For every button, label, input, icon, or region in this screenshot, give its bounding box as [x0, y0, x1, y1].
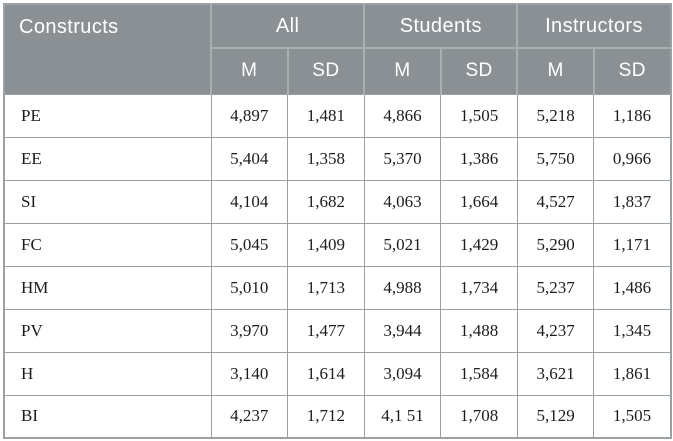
value-cell: 4,1 51	[363, 394, 442, 439]
table-row: EE 5,404 1,358 5,370 1,386 5,750 0,966	[3, 136, 672, 181]
value-cell: 5,237	[516, 265, 595, 310]
value-cell: 5,370	[363, 136, 442, 181]
value-cell: 1,477	[287, 308, 365, 353]
header-group-row: Constructs All Students Instructors	[4, 4, 671, 94]
construct-label: PE	[3, 93, 212, 138]
value-cell: 4,063	[363, 179, 442, 224]
value-cell: 1,505	[440, 93, 518, 138]
construct-label: EE	[3, 136, 212, 181]
table-row: FC 5,045 1,409 5,021 1,429 5,290 1,171	[3, 222, 672, 267]
value-cell: 5,218	[516, 93, 595, 138]
table-header: Constructs All Students Instructors M SD…	[4, 4, 671, 94]
value-cell: 1,682	[287, 179, 365, 224]
header-all-sd: SD	[287, 48, 366, 94]
header-students-m: M	[364, 48, 442, 94]
value-cell: 1,488	[440, 308, 518, 353]
construct-label: HM	[3, 265, 212, 310]
value-cell: 3,970	[210, 308, 289, 353]
header-students-sd: SD	[440, 48, 519, 94]
value-cell: 1,171	[593, 222, 672, 267]
value-cell: 4,237	[516, 308, 595, 353]
value-cell: 1,486	[593, 265, 672, 310]
value-cell: 1,713	[287, 265, 365, 310]
value-cell: 1,186	[593, 93, 672, 138]
value-cell: 4,988	[363, 265, 442, 310]
value-cell: 5,045	[210, 222, 289, 267]
value-cell: 3,621	[516, 351, 595, 396]
value-cell: 5,404	[210, 136, 289, 181]
value-cell: 4,527	[516, 179, 595, 224]
value-cell: 1,429	[440, 222, 518, 267]
value-cell: 1,386	[440, 136, 518, 181]
table-row: PV 3,970 1,477 3,944 1,488 4,237 1,345	[3, 308, 672, 353]
table-row: HM 5,010 1,713 4,988 1,734 5,237 1,486	[3, 265, 672, 310]
value-cell: 1,584	[440, 351, 518, 396]
table-row: PE 4,897 1,481 4,866 1,505 5,218 1,186	[3, 93, 672, 138]
value-cell: 4,866	[363, 93, 442, 138]
construct-label: FC	[3, 222, 212, 267]
value-cell: 1,614	[287, 351, 365, 396]
value-cell: 1,409	[287, 222, 365, 267]
value-cell: 5,021	[363, 222, 442, 267]
descriptive-statistics-table: Constructs All Students Instructors M SD…	[3, 3, 672, 439]
header-all-m: M	[211, 48, 289, 94]
value-cell: 5,290	[516, 222, 595, 267]
header-instructors-m: M	[517, 48, 595, 94]
header-constructs: Constructs	[4, 4, 212, 94]
value-cell: 1,708	[440, 394, 518, 439]
value-cell: 4,104	[210, 179, 289, 224]
table-body: PE 4,897 1,481 4,866 1,505 5,218 1,186 E…	[3, 93, 672, 439]
table-row: H 3,140 1,614 3,094 1,584 3,621 1,861	[3, 351, 672, 396]
value-cell: 5,010	[210, 265, 289, 310]
header-constructs-label: Constructs	[19, 15, 119, 38]
value-cell: 1,481	[287, 93, 365, 138]
construct-label: H	[3, 351, 212, 396]
table-row: SI 4,104 1,682 4,063 1,664 4,527 1,837	[3, 179, 672, 224]
value-cell: 3,140	[210, 351, 289, 396]
header-group-all: All	[211, 4, 366, 49]
value-cell: 1,837	[593, 179, 672, 224]
construct-label: SI	[3, 179, 212, 224]
value-cell: 1,734	[440, 265, 518, 310]
value-cell: 1,861	[593, 351, 672, 396]
header-group-instructors: Instructors	[517, 4, 671, 49]
value-cell: 4,237	[210, 394, 289, 439]
value-cell: 4,897	[210, 93, 289, 138]
value-cell: 3,944	[363, 308, 442, 353]
header-group-students: Students	[364, 4, 519, 49]
value-cell: 1,505	[593, 394, 672, 439]
construct-label: PV	[3, 308, 212, 353]
header-instructors-sd: SD	[593, 48, 671, 94]
value-cell: 1,345	[593, 308, 672, 353]
header-sub-row: M SD M SD M SD	[4, 48, 671, 94]
value-cell: 3,094	[363, 351, 442, 396]
value-cell: 0,966	[593, 136, 672, 181]
value-cell: 5,129	[516, 394, 595, 439]
value-cell: 1,664	[440, 179, 518, 224]
table-row: BI 4,237 1,712 4,1 51 1,708 5,129 1,505	[3, 394, 672, 439]
value-cell: 1,712	[287, 394, 365, 439]
value-cell: 1,358	[287, 136, 365, 181]
value-cell: 5,750	[516, 136, 595, 181]
construct-label: BI	[3, 394, 212, 439]
